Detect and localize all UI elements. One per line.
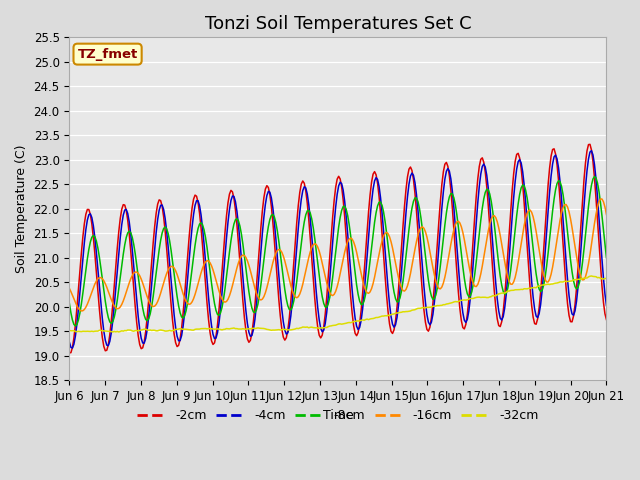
Line: -4cm: -4cm <box>69 151 607 348</box>
-8cm <box>65 301 73 307</box>
-8cm <box>591 174 598 180</box>
-4cm <box>245 329 253 335</box>
Y-axis label: Soil Temperature (C): Soil Temperature (C) <box>15 144 28 273</box>
-8cm <box>574 285 582 290</box>
Text: TZ_fmet: TZ_fmet <box>77 48 138 60</box>
-8cm <box>302 212 310 218</box>
-4cm <box>588 148 595 154</box>
-16cm <box>227 288 235 294</box>
-8cm <box>254 301 262 307</box>
-4cm <box>574 284 582 290</box>
-32cm <box>254 325 262 331</box>
-8cm <box>133 262 141 267</box>
-16cm <box>133 269 141 275</box>
-4cm <box>133 298 141 304</box>
-16cm <box>603 212 611 217</box>
-2cm <box>573 285 580 291</box>
-16cm <box>65 286 73 291</box>
-2cm <box>65 350 73 356</box>
-16cm <box>574 263 582 268</box>
-4cm <box>227 198 235 204</box>
-16cm <box>302 268 310 274</box>
-4cm <box>65 339 73 345</box>
Line: -32cm: -32cm <box>69 276 607 332</box>
-32cm <box>133 328 141 334</box>
-8cm <box>245 289 253 295</box>
Legend: -2cm, -4cm, -8cm, -16cm, -32cm: -2cm, -4cm, -8cm, -16cm, -32cm <box>132 404 543 427</box>
-8cm <box>603 255 611 261</box>
-16cm <box>254 294 262 300</box>
-4cm <box>68 345 76 351</box>
-2cm <box>586 142 594 147</box>
-32cm <box>588 273 595 279</box>
-2cm <box>300 180 308 186</box>
X-axis label: Time: Time <box>323 408 353 421</box>
-32cm <box>227 325 235 331</box>
-16cm <box>596 196 604 202</box>
-32cm <box>574 276 582 282</box>
-32cm <box>245 326 253 332</box>
-2cm <box>226 191 234 197</box>
-4cm <box>603 302 611 308</box>
-16cm <box>77 308 85 314</box>
-8cm <box>72 323 79 329</box>
Line: -2cm: -2cm <box>69 144 607 353</box>
Line: -16cm: -16cm <box>69 199 607 311</box>
-32cm <box>302 324 310 330</box>
Title: Tonzi Soil Temperatures Set C: Tonzi Soil Temperatures Set C <box>205 15 471 33</box>
-32cm <box>65 328 73 334</box>
-2cm <box>244 336 252 342</box>
-2cm <box>603 317 611 323</box>
-2cm <box>253 284 260 290</box>
-32cm <box>109 329 116 335</box>
-2cm <box>131 304 139 310</box>
-32cm <box>603 276 611 281</box>
-16cm <box>245 263 253 268</box>
-4cm <box>254 286 262 292</box>
Line: -8cm: -8cm <box>69 177 607 326</box>
-8cm <box>227 238 235 243</box>
-4cm <box>302 185 310 191</box>
